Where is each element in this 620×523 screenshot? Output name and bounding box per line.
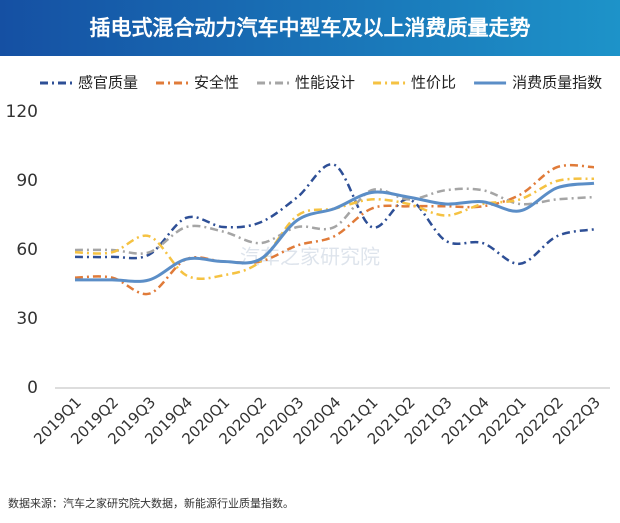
source-note: 数据来源：汽车之家研究院大数据，新能源行业质量指数。 [8, 496, 294, 510]
legend-label: 性价比 [411, 74, 456, 92]
legend-label: 感官质量 [78, 74, 138, 92]
legend-label: 性能设计 [295, 74, 355, 92]
title-bar [0, 0, 620, 56]
series-line [74, 163, 595, 296]
y-tick-label: 0 [27, 378, 38, 398]
legend-label: 消费质量指数 [512, 74, 602, 92]
watermark: 汽车之家研究院 [240, 245, 380, 269]
y-tick-label: 90 [16, 171, 38, 191]
series-line [74, 181, 595, 283]
chart-title: 插电式混合动力汽车中型车及以上消费质量走势 [90, 16, 531, 40]
y-tick-label: 30 [16, 309, 38, 329]
y-tick-label: 60 [16, 240, 38, 260]
y-tick-label: 120 [6, 102, 38, 122]
legend-label: 安全性 [194, 74, 239, 92]
